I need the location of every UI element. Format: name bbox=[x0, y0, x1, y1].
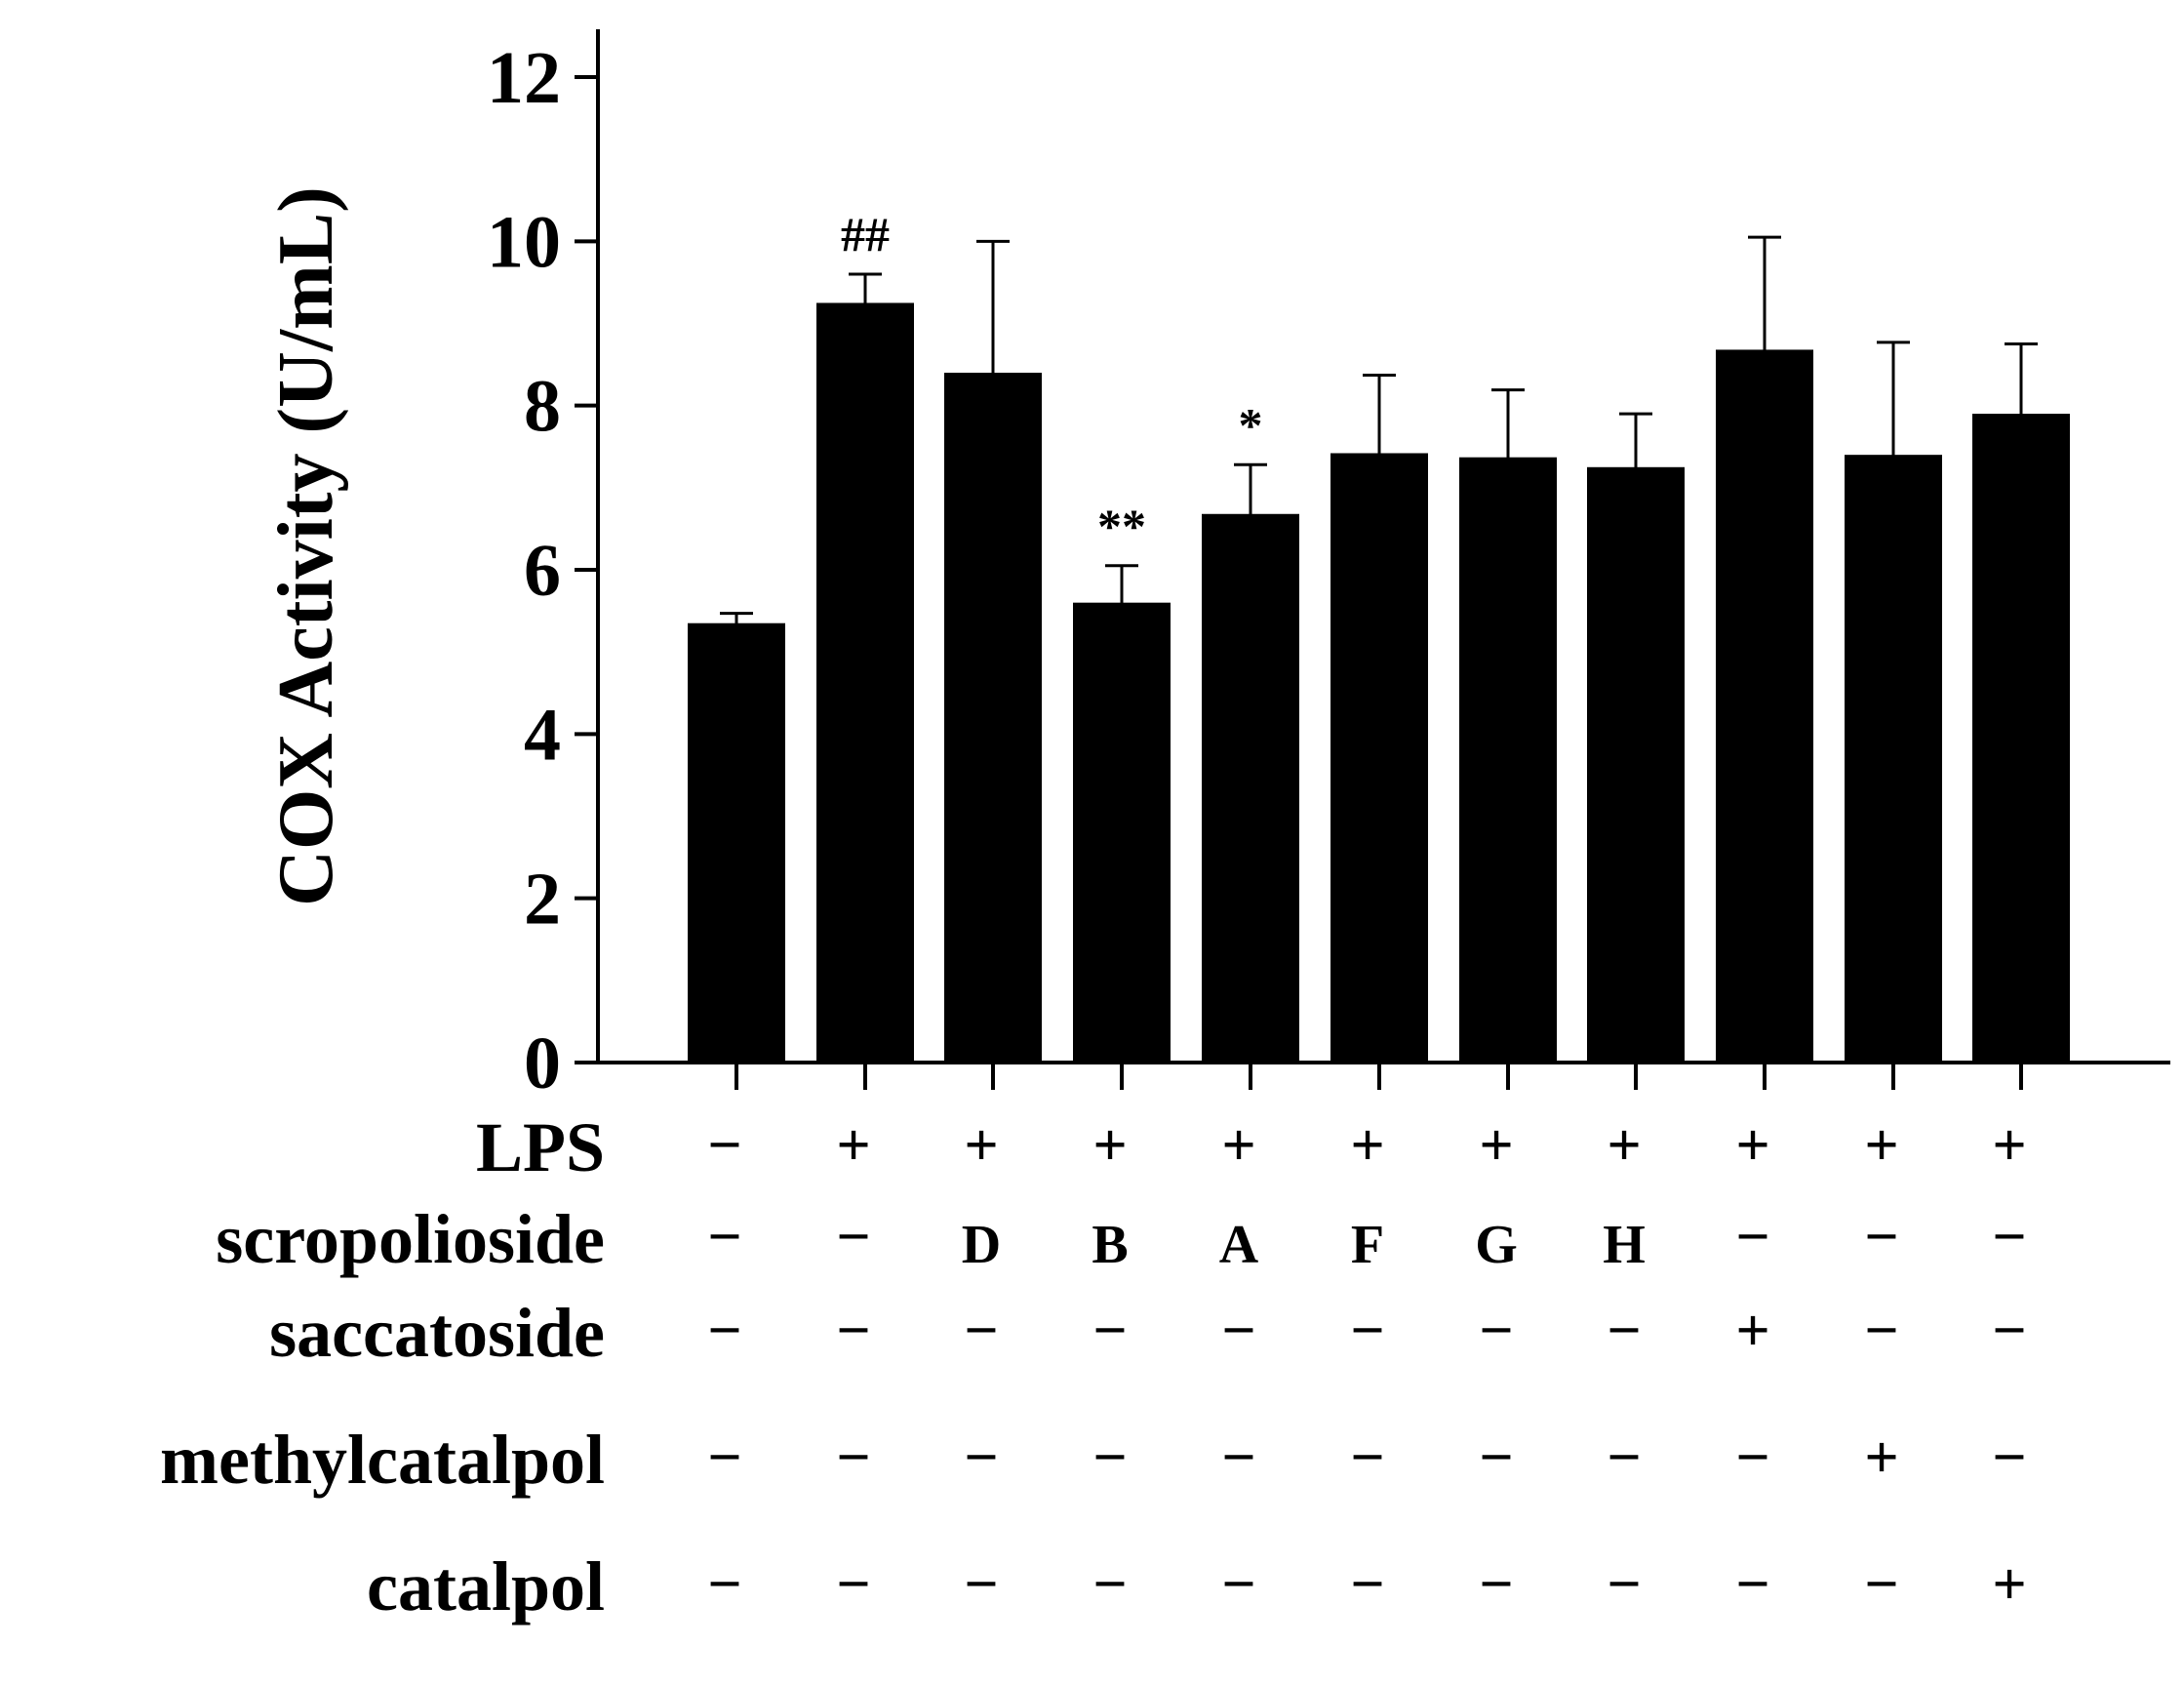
treatment-row-label: methylcatalpol bbox=[160, 1421, 605, 1499]
treatment-cell: − bbox=[836, 1204, 870, 1270]
treatment-cell: D bbox=[962, 1215, 1001, 1275]
y-tick-label: 6 bbox=[524, 530, 561, 612]
treatment-cell: − bbox=[1735, 1204, 1769, 1270]
bar bbox=[1972, 414, 2070, 1063]
treatment-cell: + bbox=[1092, 1112, 1127, 1179]
treatment-cell: + bbox=[1864, 1112, 1898, 1179]
y-axis: 0 2 4 6 8 10 12 bbox=[487, 29, 600, 1104]
treatment-cell: + bbox=[964, 1112, 998, 1179]
treatment-cell: + bbox=[1864, 1425, 1898, 1491]
treatment-cell: − bbox=[1092, 1425, 1127, 1491]
y-tick-label: 8 bbox=[524, 366, 561, 448]
bar bbox=[1845, 455, 1942, 1064]
treatment-cell: + bbox=[1350, 1112, 1384, 1179]
treatment-cell: − bbox=[964, 1425, 998, 1491]
y-tick-label: 0 bbox=[524, 1023, 561, 1104]
treatment-row-label: saccatoside bbox=[269, 1294, 605, 1372]
treatment-cell: − bbox=[1221, 1425, 1255, 1491]
bars bbox=[688, 302, 2070, 1064]
treatment-cell: − bbox=[1864, 1551, 1898, 1618]
bar bbox=[1716, 349, 1813, 1063]
treatment-cell: + bbox=[1992, 1112, 2026, 1179]
treatment-cell: − bbox=[1992, 1425, 2026, 1491]
treatment-cell: − bbox=[1479, 1425, 1513, 1491]
treatment-cell: − bbox=[1735, 1425, 1769, 1491]
bar bbox=[688, 622, 785, 1063]
error-bars bbox=[720, 235, 2038, 653]
treatment-row-label: LPS bbox=[476, 1108, 605, 1186]
treatment-cell: H bbox=[1603, 1215, 1646, 1275]
bar bbox=[1202, 513, 1299, 1063]
bar bbox=[1459, 457, 1557, 1064]
treatment-row-label: scropolioside bbox=[216, 1200, 605, 1278]
treatment-cell: − bbox=[1992, 1204, 2026, 1270]
y-axis-label: COX Activity (U/mL) bbox=[263, 186, 349, 906]
treatment-cell: − bbox=[707, 1425, 741, 1491]
treatment-cell: − bbox=[1092, 1298, 1127, 1364]
treatment-cell: − bbox=[1350, 1298, 1384, 1364]
treatment-cell: − bbox=[707, 1298, 741, 1364]
treatment-cell: − bbox=[964, 1298, 998, 1364]
treatment-cell: − bbox=[1607, 1551, 1641, 1618]
treatment-cell: − bbox=[1479, 1551, 1513, 1618]
treatment-cell: A bbox=[1219, 1215, 1259, 1275]
y-tick-label: 4 bbox=[524, 694, 561, 776]
treatment-cell: − bbox=[1350, 1551, 1384, 1618]
bar bbox=[1330, 453, 1428, 1063]
treatment-row-label: catalpol bbox=[367, 1547, 605, 1626]
treatment-cell: − bbox=[1864, 1298, 1898, 1364]
treatment-cell: + bbox=[1479, 1112, 1513, 1179]
treatment-cell: G bbox=[1475, 1215, 1518, 1275]
treatment-cell: − bbox=[964, 1551, 998, 1618]
bar bbox=[1073, 602, 1171, 1063]
y-tick-label: 12 bbox=[487, 37, 561, 119]
treatment-cell: + bbox=[1735, 1112, 1769, 1179]
significance-marker: * bbox=[1239, 397, 1263, 452]
treatment-cell: − bbox=[836, 1298, 870, 1364]
treatment-cell: − bbox=[1221, 1298, 1255, 1364]
treatment-cell: − bbox=[836, 1425, 870, 1491]
treatment-cell: − bbox=[1607, 1298, 1641, 1364]
bar bbox=[944, 373, 1042, 1063]
treatment-cell: + bbox=[1992, 1551, 2026, 1618]
treatment-cell: B bbox=[1092, 1215, 1128, 1275]
treatment-cell: − bbox=[836, 1551, 870, 1618]
treatment-cell: − bbox=[707, 1551, 741, 1618]
treatment-cell: F bbox=[1351, 1215, 1384, 1275]
treatment-cell: − bbox=[1221, 1551, 1255, 1618]
treatment-cell: − bbox=[1092, 1551, 1127, 1618]
bar bbox=[1587, 466, 1685, 1064]
treatment-cell: + bbox=[1607, 1112, 1641, 1179]
treatment-cell: + bbox=[1735, 1298, 1769, 1364]
significance-marker: ** bbox=[1097, 499, 1146, 553]
y-tick-label: 10 bbox=[487, 201, 561, 283]
treatment-cell: − bbox=[1735, 1551, 1769, 1618]
significance-annotations: ##*** bbox=[841, 207, 1263, 553]
treatment-cell: − bbox=[1350, 1425, 1384, 1491]
treatment-cell: − bbox=[707, 1112, 741, 1179]
treatment-cell: − bbox=[1864, 1204, 1898, 1270]
treatment-cell: − bbox=[1992, 1298, 2026, 1364]
y-tick-label: 2 bbox=[524, 859, 561, 941]
significance-marker: ## bbox=[841, 207, 890, 261]
treatment-cell: − bbox=[1479, 1298, 1513, 1364]
treatment-cell: + bbox=[1221, 1112, 1255, 1179]
treatment-table: LPS − + + + + + + + + + + scropolioside − − D B A F G H − − − sa… bbox=[160, 1108, 2027, 1626]
bar bbox=[816, 302, 914, 1063]
treatment-cell: + bbox=[836, 1112, 870, 1179]
treatment-cell: − bbox=[1607, 1425, 1641, 1491]
treatment-cell: − bbox=[707, 1204, 741, 1270]
